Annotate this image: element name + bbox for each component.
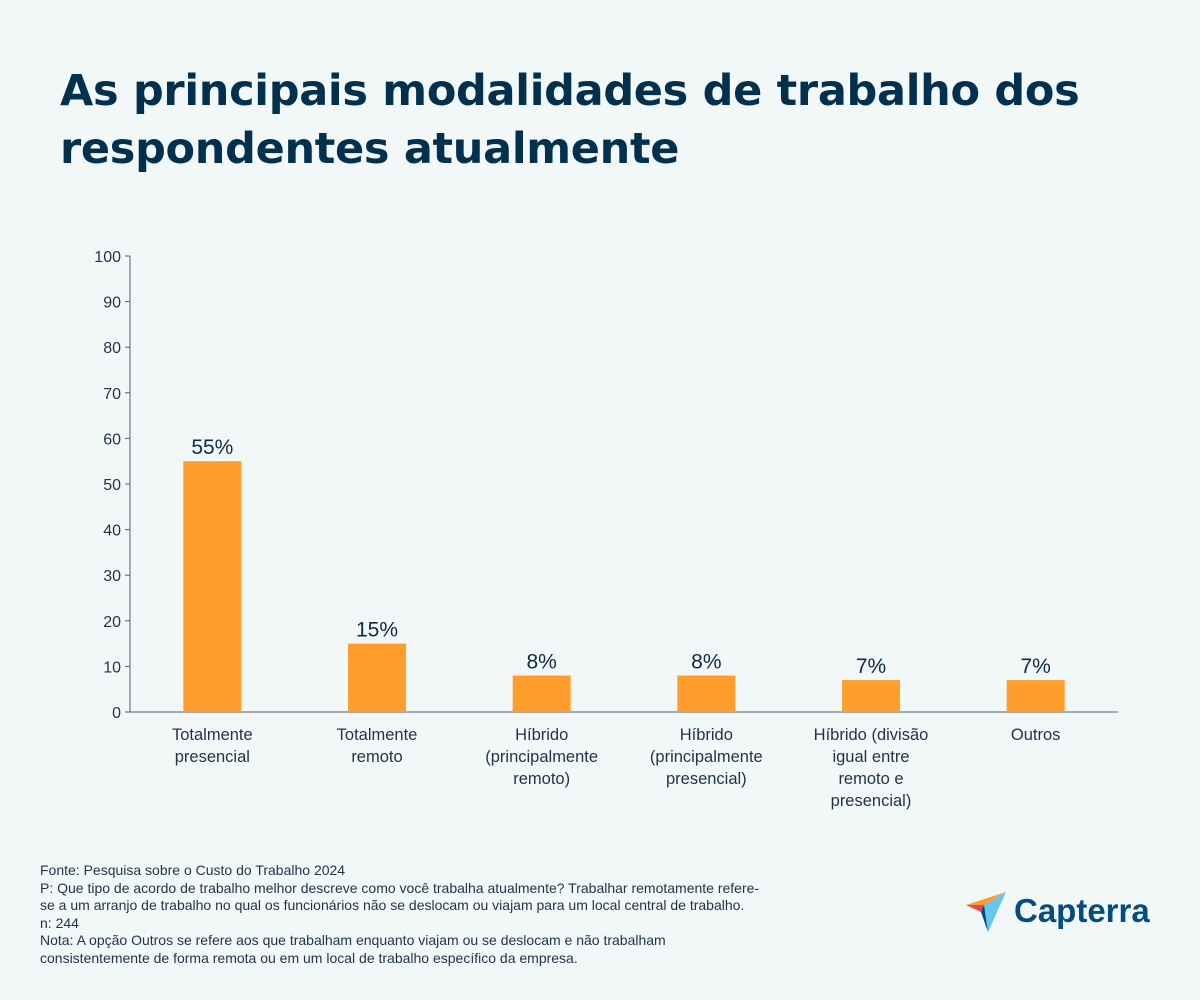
y-tick-label: 20 <box>103 614 121 631</box>
x-tick-label: Híbrido <box>680 726 733 744</box>
x-tick-label: Híbrido (divisão <box>814 726 929 744</box>
x-tick-label: Totalmente <box>337 726 418 744</box>
logo-text: Capterra <box>1014 892 1150 929</box>
capterra-logo: Capterra <box>966 890 1150 932</box>
y-tick-label: 50 <box>103 477 121 494</box>
bar <box>677 675 736 712</box>
y-tick-label: 40 <box>103 523 121 540</box>
source-line: Fonte: Pesquisa sobre o Custo do Trabalh… <box>40 862 346 878</box>
y-tick-label: 10 <box>103 659 121 676</box>
x-tick-label: presencial <box>175 748 250 766</box>
x-tick-label: (principalmente <box>650 748 763 766</box>
y-tick-label: 100 <box>94 249 121 266</box>
bar <box>842 680 900 712</box>
y-tick-label: 90 <box>103 295 121 312</box>
x-tick-label: Híbrido <box>515 726 568 744</box>
note-line-1: Nota: A opção Outros se refere aos que t… <box>40 932 666 948</box>
data-label: 8% <box>691 651 721 674</box>
capterra-arrow-logo-icon <box>966 892 1006 932</box>
bar <box>1006 680 1065 712</box>
data-label: 15% <box>356 619 398 642</box>
footnotes: Fonte: Pesquisa sobre o Custo do Trabalh… <box>40 862 759 967</box>
y-tick-label: 0 <box>112 705 121 722</box>
note-line-2: consistentemente de forma remota ou em u… <box>40 949 578 966</box>
y-tick-label: 70 <box>103 386 121 403</box>
x-tick-label: presencial) <box>666 770 747 788</box>
sample-size: n: 244 <box>40 914 79 931</box>
data-label: 8% <box>526 651 556 674</box>
y-tick-label: 80 <box>103 340 121 357</box>
question-line-1: P: Que tipo de acordo de trabalho melhor… <box>40 879 760 896</box>
data-label: 7% <box>1020 655 1050 678</box>
x-tick-label: presencial) <box>831 792 912 810</box>
x-tick-label: remoto <box>351 748 402 766</box>
data-label: 55% <box>191 436 233 459</box>
x-tick-label: remoto e <box>838 770 903 788</box>
bar <box>512 675 571 712</box>
x-tick-label: Outros <box>1011 726 1061 744</box>
y-tick-label: 30 <box>103 568 121 585</box>
y-tick-label: 60 <box>103 431 121 448</box>
x-tick-label: Totalmente <box>172 726 253 744</box>
data-label: 7% <box>856 655 886 678</box>
x-tick-label: igual entre <box>832 748 909 766</box>
bar-chart: 0 10 20 30 40 50 60 70 80 90 100 55% Totalmente prese… <box>94 249 1118 810</box>
question-line-2: se a um arranjo de trabalho no qual os f… <box>40 897 745 913</box>
x-tick-label: remoto) <box>513 770 570 788</box>
bar <box>348 643 406 712</box>
chart-title: As principais modalidades de trabalho do… <box>60 66 1080 174</box>
x-tick-label: (principalmente <box>485 748 598 766</box>
bar <box>183 461 242 712</box>
